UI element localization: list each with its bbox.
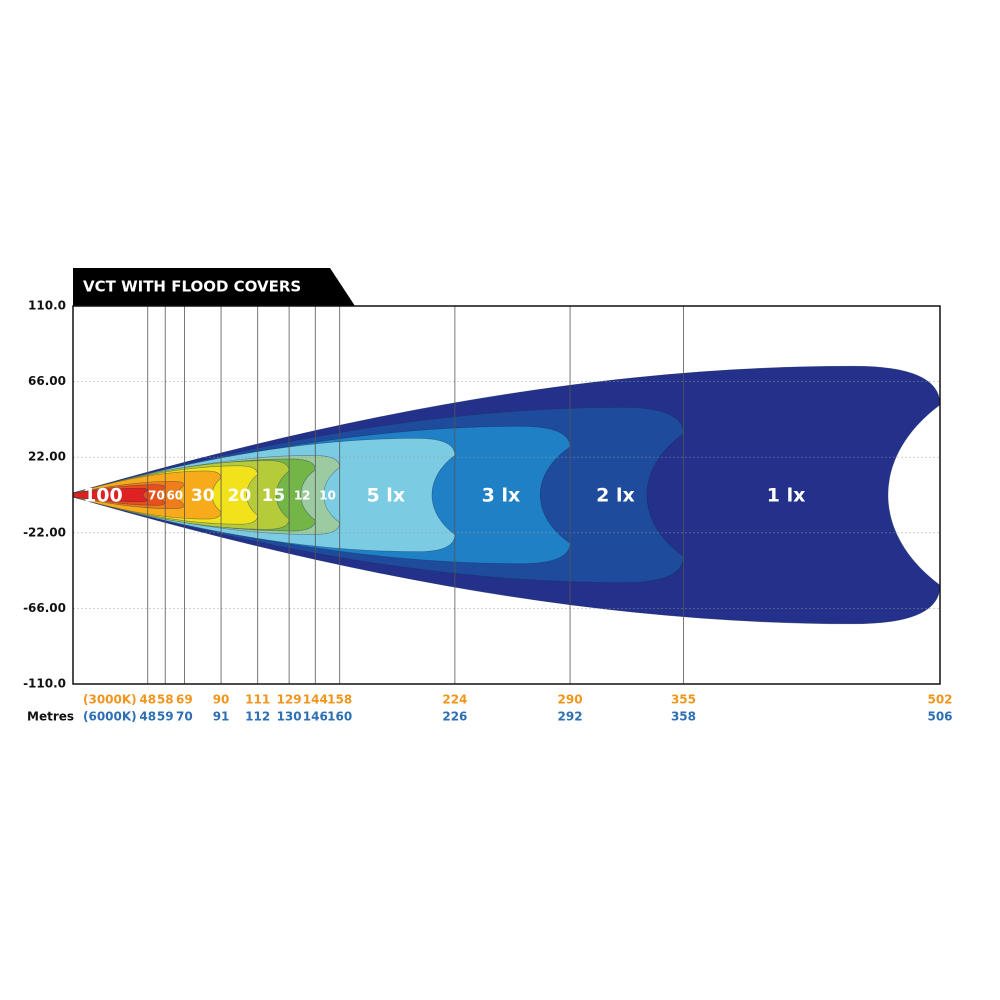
distance-label-6000k: 160 <box>327 710 352 724</box>
distance-label-6000k: 358 <box>671 710 696 724</box>
y-tick-label: -66.00 <box>23 601 66 615</box>
distance-label-6000k: 70 <box>176 710 193 724</box>
row-label: (3000K) <box>83 693 137 707</box>
row-label: (6000K) <box>83 710 137 724</box>
chart-title: VCT WITH FLOOD COVERS <box>83 278 301 296</box>
y-tick-label: -22.00 <box>23 525 66 539</box>
zone-label: 60 <box>166 489 183 503</box>
distance-label-3000k: 58 <box>157 693 174 707</box>
distance-label-6000k: 91 <box>213 710 230 724</box>
y-tick-label: 110.0 <box>28 299 66 313</box>
zone-label: 15 <box>262 486 286 506</box>
distance-label-3000k: 111 <box>245 693 270 707</box>
distance-label-3000k: 355 <box>671 693 696 707</box>
distance-label-3000k: 290 <box>558 693 583 707</box>
distance-label-6000k: 146 <box>303 710 328 724</box>
y-tick-label: 66.00 <box>28 374 66 388</box>
distance-label-3000k: 90 <box>213 693 230 707</box>
zone-label: 3 lx <box>482 485 521 507</box>
plot-frame <box>72 305 941 685</box>
distance-label-6000k: 226 <box>442 710 467 724</box>
zone-label: 1 lx <box>767 485 806 507</box>
y-tick-label: 22.00 <box>28 450 66 464</box>
x-axis-label: Metres <box>27 710 74 724</box>
distance-label-3000k: 69 <box>176 693 193 707</box>
distance-label-6000k: 292 <box>558 710 583 724</box>
zone-label: 70 <box>148 489 165 503</box>
distance-label-6000k: 59 <box>157 710 174 724</box>
isolux-zone <box>72 487 149 503</box>
zone-label: 100 <box>83 485 123 507</box>
zone-label: 20 <box>228 486 252 506</box>
title-tab <box>73 268 355 306</box>
distance-label-3000k: 224 <box>442 693 467 707</box>
zone-label: 30 <box>191 486 215 506</box>
distance-label-6000k: 130 <box>277 710 302 724</box>
distance-label-3000k: 129 <box>277 693 302 707</box>
distance-label-6000k: 48 <box>139 710 156 724</box>
distance-label-3000k: 144 <box>303 693 328 707</box>
zone-label: 10 <box>319 489 336 503</box>
distance-label-3000k: 158 <box>327 693 352 707</box>
distance-label-3000k: 502 <box>927 693 952 707</box>
distance-label-6000k: 506 <box>927 710 952 724</box>
distance-label-3000k: 48 <box>139 693 156 707</box>
y-tick-label: -110.0 <box>23 677 66 691</box>
distance-label-6000k: 112 <box>245 710 270 724</box>
zone-label: 5 lx <box>366 485 405 507</box>
zone-label: 2 lx <box>596 485 635 507</box>
zone-label: 12 <box>294 489 311 503</box>
